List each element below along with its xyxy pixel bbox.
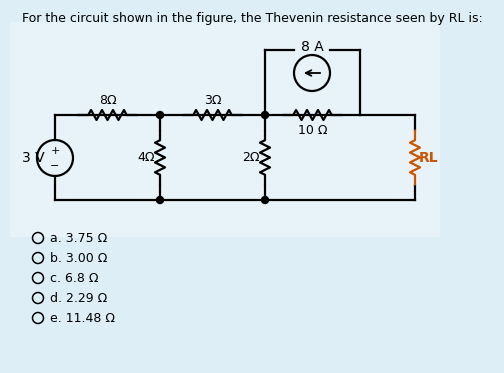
- Text: b. 3.00 Ω: b. 3.00 Ω: [50, 251, 107, 264]
- Text: 8Ω: 8Ω: [99, 94, 116, 107]
- Circle shape: [157, 112, 163, 119]
- Text: For the circuit shown in the figure, the Thevenin resistance seen by RL is:: For the circuit shown in the figure, the…: [22, 12, 482, 25]
- Text: 8 A: 8 A: [300, 40, 324, 54]
- Text: RL: RL: [419, 150, 439, 164]
- Text: 2Ω: 2Ω: [242, 151, 260, 164]
- FancyBboxPatch shape: [10, 22, 440, 237]
- Text: 3 V: 3 V: [22, 151, 44, 165]
- Text: 3Ω: 3Ω: [204, 94, 221, 107]
- Text: +: +: [50, 146, 59, 156]
- Text: d. 2.29 Ω: d. 2.29 Ω: [50, 292, 107, 304]
- Circle shape: [262, 197, 269, 204]
- Text: e. 11.48 Ω: e. 11.48 Ω: [50, 311, 115, 325]
- Text: −: −: [50, 161, 59, 171]
- Text: c. 6.8 Ω: c. 6.8 Ω: [50, 272, 98, 285]
- Circle shape: [157, 197, 163, 204]
- Text: 4Ω: 4Ω: [137, 151, 155, 164]
- Circle shape: [262, 112, 269, 119]
- Text: 10 Ω: 10 Ω: [298, 125, 327, 138]
- Text: a. 3.75 Ω: a. 3.75 Ω: [50, 232, 107, 244]
